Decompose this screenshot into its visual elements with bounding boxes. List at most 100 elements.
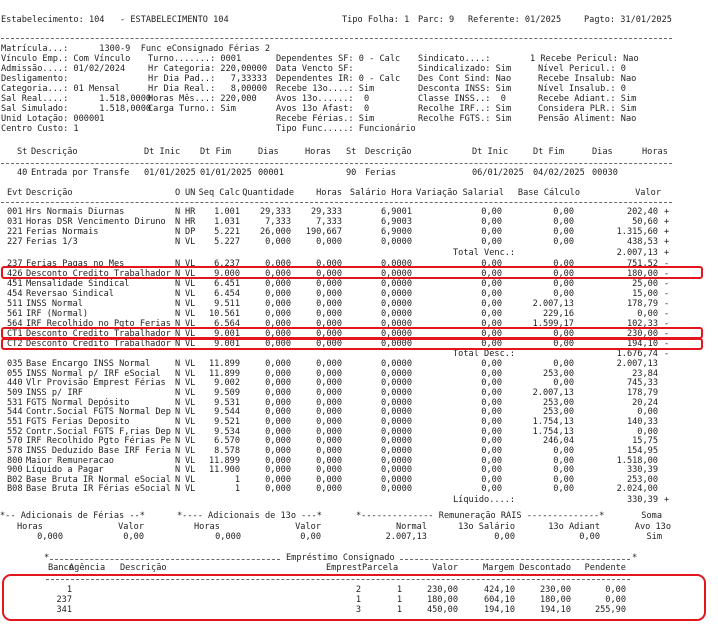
adicional-value: 0,000 (215, 532, 241, 542)
event-cell: 9.000 (214, 269, 240, 279)
period-header: St (346, 147, 357, 157)
event-cell: - (664, 309, 670, 319)
event-cell: 451 (7, 279, 23, 289)
employee-field: Sal Real....: 1.518,0000 (1, 94, 152, 104)
emprestimo-cell: 255,90 (594, 605, 626, 615)
event-cell: INSS Normal (26, 299, 83, 309)
event-cell: 0,0000 (380, 455, 412, 466)
event-cell: VL (185, 378, 196, 389)
employee-field: Unid Lotação: 000001 (1, 114, 105, 124)
event-header: Valor (635, 188, 661, 198)
employee-field: Dependentes IR: 0 - Calc (276, 74, 401, 84)
event-cell: 10.561 (208, 309, 240, 319)
emprestimo-cell: 237 (56, 595, 72, 605)
event-cell: 0,00 (481, 397, 502, 408)
event-cell: 454 (7, 289, 23, 299)
event-cell: N (175, 407, 181, 418)
event-cell: 0,000 (265, 339, 291, 349)
event-cell: 0,000 (316, 279, 342, 289)
event-cell: 0,00 (481, 359, 502, 369)
event-cell: 0,0000 (380, 407, 412, 418)
highlight-box (1, 266, 703, 279)
emprestimo-cell: 2 (355, 585, 361, 595)
event-cell: 0,00 (553, 289, 574, 299)
total-sign: + (664, 248, 670, 258)
period-cell: 00001 (258, 168, 284, 178)
employee-field: Des Cont Sind: Nao (418, 74, 512, 84)
period-header: Horas (642, 147, 668, 157)
emprestimo-header: Descrição (120, 563, 167, 573)
event-header: Variação Salarial (416, 188, 504, 198)
event-cell: VL (185, 387, 196, 398)
section-title: *-- Adicionais de Férias --* (0, 511, 145, 521)
event-cell: 229,16 (542, 309, 574, 319)
event-cell: 15,00 (632, 289, 658, 299)
event-cell: 0,00 (481, 474, 502, 485)
employee-field: Nível Pericul.: 0 (538, 64, 626, 74)
emprestimo-cell: 180,00 (539, 595, 571, 605)
event-cell: 0,00 (481, 455, 502, 466)
event-cell: 6,9003 (380, 217, 412, 227)
employee-field: Considera PLR.: Sim (538, 104, 637, 114)
emprestimo-cell: 230,00 (426, 585, 458, 595)
adicional-value: 0,00 (123, 532, 144, 542)
adicional-value: 0,00 (494, 532, 515, 542)
event-cell: + (664, 207, 670, 217)
event-cell: 23,84 (632, 368, 658, 379)
event-cell: Contr.Social FGTS F,rias Dep (26, 426, 171, 437)
adicional-header: Avo 13o (634, 522, 671, 532)
employee-field: Hr Categoria: 220,00000 (148, 64, 267, 74)
event-cell: 0,000 (316, 259, 342, 269)
event-cell: N (175, 445, 181, 456)
event-cell: VL (185, 259, 196, 269)
event-cell: 0,000 (265, 329, 291, 339)
period-header: Dt Fim (533, 147, 565, 157)
employee-field: Avos 13o Afast: 0 (276, 104, 370, 114)
emprestimo-cell: 0,00 (605, 585, 626, 595)
event-cell: N (175, 474, 181, 485)
event-cell: 0,00 (481, 319, 502, 329)
emprestimo-cell: 194,10 (483, 605, 515, 615)
event-cell: 0,00 (553, 455, 574, 466)
employee-field: Sindicato....: (418, 54, 491, 64)
event-cell: IRF Recolhido no Pgto Ferias (26, 319, 171, 329)
period-cell: 90 (346, 168, 357, 178)
event-cell: 0,00 (481, 378, 502, 389)
event-cell: 0,0000 (380, 484, 412, 495)
event-cell: 0,00 (553, 217, 574, 227)
event-cell: + (664, 217, 670, 227)
event-cell: VL (185, 309, 196, 319)
event-cell: 531 (7, 397, 23, 408)
period-cell: Ferias (365, 168, 397, 178)
event-cell: 6.564 (214, 319, 240, 329)
event-cell: 0,0000 (380, 436, 412, 447)
event-cell: N (175, 426, 181, 437)
pagto: Pagto: 31/01/2025 (584, 15, 672, 25)
adicional-value: 0,00 (300, 532, 321, 542)
emprestimo-cell: 341 (56, 605, 72, 615)
event-cell: N (175, 329, 181, 339)
event-header: Quantidade (242, 188, 294, 198)
event-cell: N (175, 309, 181, 319)
event-cell: 0,000 (265, 465, 291, 476)
emprestimo-cell: 3 (355, 605, 361, 615)
employee-field: 1 Recebe Pericul: Nao (530, 54, 639, 64)
event-cell: 0,000 (265, 269, 291, 279)
event-cell: 8.578 (214, 445, 240, 456)
event-cell: 0,000 (316, 359, 342, 369)
event-cell: Base Bruta IR Férias eSocial (26, 484, 171, 495)
event-cell: 0,00 (481, 465, 502, 476)
period-cell: 40 (17, 168, 28, 178)
event-cell: VL (185, 465, 196, 476)
event-cell: N (175, 237, 181, 247)
event-cell: 9.531 (214, 397, 240, 408)
event-header: Descrição (26, 188, 73, 198)
event-cell: 0,00 (481, 217, 502, 227)
event-cell: 0,0000 (380, 416, 412, 427)
event-cell: 0,000 (265, 387, 291, 398)
highlight-box (1, 338, 703, 350)
event-cell: N (175, 207, 181, 217)
event-cell: 9.544 (214, 407, 240, 418)
period-separator (1, 163, 672, 164)
event-cell: N (175, 465, 181, 476)
